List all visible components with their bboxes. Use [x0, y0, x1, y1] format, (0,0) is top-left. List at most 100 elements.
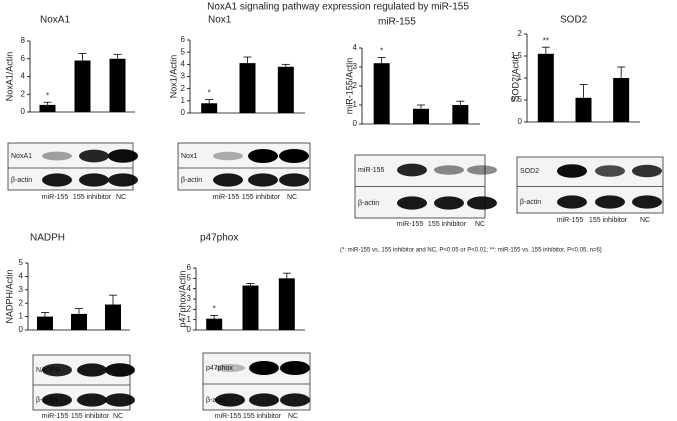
- panel-title: Nox1: [208, 15, 232, 26]
- y-tick-label: 0: [518, 117, 523, 126]
- y-tick-label: 6: [181, 35, 186, 44]
- y-tick-label: 1: [187, 315, 192, 324]
- blot-band: [595, 195, 625, 209]
- blot-label: NoxA1: [11, 153, 32, 160]
- y-tick-label: 0.5: [511, 95, 523, 104]
- blot-band: [467, 196, 497, 210]
- error-bar: [579, 84, 588, 98]
- error-bar: [109, 294, 117, 305]
- figure-title: NoxA1 signaling pathway expression regul…: [207, 2, 469, 13]
- blot-band: [105, 363, 135, 377]
- category-label: miR-155: [213, 194, 240, 201]
- y-tick-label: 4: [353, 43, 358, 52]
- y-tick-label: 4: [181, 59, 186, 68]
- bar: [201, 103, 218, 113]
- error-bar: [417, 104, 425, 109]
- blot-band: [397, 196, 427, 210]
- y-tick-label: 2: [181, 84, 186, 93]
- bar: [206, 318, 223, 330]
- blot-band: [632, 164, 662, 178]
- blot-band: [595, 165, 625, 177]
- bar: [242, 285, 259, 330]
- blot-label: p47phox: [206, 365, 233, 372]
- blot-band: [215, 364, 245, 372]
- error-bar: [41, 312, 49, 317]
- blot-band: [397, 163, 427, 177]
- significance-mark: **: [543, 36, 549, 45]
- bar: [452, 105, 469, 124]
- error-bar: [456, 100, 465, 105]
- bar: [109, 58, 126, 112]
- y-axis-label: NoxA1/Actin: [4, 52, 14, 102]
- category-label: NC: [288, 413, 298, 420]
- blot-band: [108, 173, 138, 187]
- blot-band: [42, 393, 72, 407]
- bar: [278, 278, 295, 330]
- blot-band: [279, 173, 309, 187]
- bar: [537, 53, 554, 122]
- category-label: NC: [475, 221, 485, 228]
- category-label: miR-155: [215, 413, 242, 420]
- blot-band: [249, 361, 279, 375]
- significance-mark: *: [380, 47, 383, 56]
- y-axis-label: p47phox/Actin: [177, 270, 187, 327]
- bar: [613, 78, 630, 122]
- y-axis-label: miR-155/Actin: [344, 58, 354, 115]
- error-bar: [210, 315, 219, 319]
- blot-label: β-actin: [181, 177, 202, 184]
- y-tick-label: 1.5: [511, 51, 523, 60]
- category-label: miR-155: [42, 413, 69, 420]
- category-label: 155 inhibitor: [589, 217, 628, 224]
- y-tick-label: 5: [181, 47, 186, 56]
- blot-label: SOD2: [520, 168, 539, 175]
- error-bar: [78, 53, 87, 61]
- bar: [105, 304, 121, 330]
- blot-label: β-actin: [11, 177, 32, 184]
- category-label: miR-155: [557, 217, 584, 224]
- blot-band: [557, 164, 587, 178]
- y-tick-label: 5: [187, 273, 192, 282]
- y-tick-label: 1: [353, 100, 358, 109]
- panel-title: miR-155: [378, 17, 416, 28]
- y-axis-label: SOD2/Actin: [510, 54, 520, 101]
- error-bar: [282, 272, 291, 279]
- category-label: 155 inhibitor: [243, 413, 282, 420]
- category-label: NC: [116, 194, 126, 201]
- category-label: 155 inhibitor: [242, 194, 281, 201]
- bar: [39, 104, 56, 112]
- y-tick-label: 4: [21, 72, 26, 81]
- blot-band: [280, 393, 310, 407]
- y-tick-label: 0: [353, 119, 358, 128]
- blot-band: [77, 363, 107, 377]
- blot-band: [213, 173, 243, 187]
- error-bar: [281, 63, 290, 67]
- footnote: (*: miR-155 vs. 155 inhibitor and NC, P<…: [340, 248, 602, 254]
- y-tick-label: 6: [21, 54, 26, 63]
- y-tick-label: 1: [518, 73, 523, 82]
- blot-band: [79, 173, 109, 187]
- bar: [37, 316, 53, 330]
- y-tick-label: 6: [187, 263, 192, 272]
- blot-band: [632, 195, 662, 209]
- error-bar: [113, 53, 122, 59]
- y-tick-label: 3: [19, 285, 24, 294]
- error-bar: [377, 57, 386, 64]
- blot-label: β-actin: [358, 200, 379, 207]
- panel-title: NoxA1: [40, 15, 70, 26]
- y-tick-label: 3: [353, 62, 358, 71]
- blot-label: β-actin: [520, 199, 541, 206]
- significance-mark: *: [46, 91, 49, 100]
- blot-band: [557, 195, 587, 209]
- category-label: miR-155: [397, 221, 424, 228]
- y-axis-label: NADPH/Actin: [4, 269, 14, 323]
- error-bar: [617, 66, 626, 78]
- bar: [413, 108, 429, 124]
- blot-band: [108, 149, 138, 163]
- bar: [239, 63, 256, 113]
- blot-band: [213, 151, 243, 161]
- blot-label: Nox1: [181, 153, 197, 160]
- y-axis-label: Nox1/Actin: [168, 55, 178, 99]
- bar: [277, 66, 294, 113]
- bar: [71, 313, 87, 330]
